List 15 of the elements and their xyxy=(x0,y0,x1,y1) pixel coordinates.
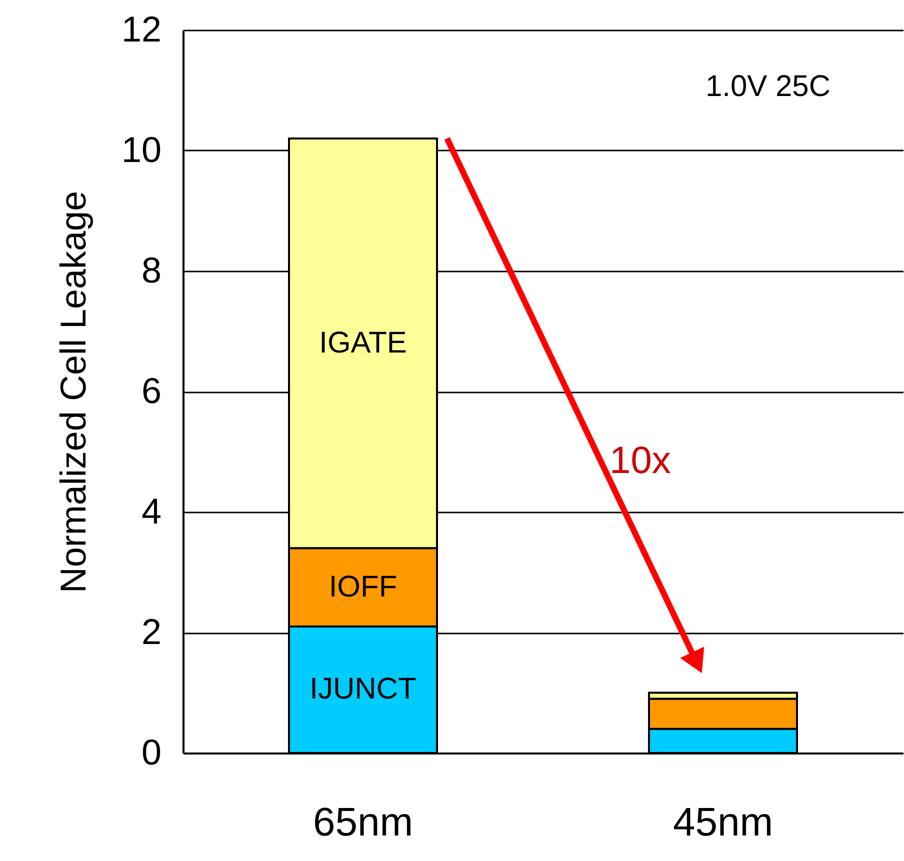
series-label: IOFF xyxy=(328,570,398,604)
x-tick-label: 45nm xyxy=(672,800,774,844)
y-tick-label: 2 xyxy=(141,611,162,652)
y-axis-title: Normalized Cell Leakage xyxy=(52,190,94,594)
series-label: IJUNCT xyxy=(310,672,416,706)
series-label: IGATE xyxy=(319,326,407,360)
y-tick-label: 6 xyxy=(141,370,162,411)
y-tick-label: 12 xyxy=(121,8,162,50)
annotation: 1.0V 25C xyxy=(705,70,831,103)
y-tick-label: 10 xyxy=(121,129,162,170)
y-tick-label: 0 xyxy=(141,732,162,772)
x-tick-label: 65nm xyxy=(312,800,414,844)
y-tick-label: 8 xyxy=(141,250,162,290)
annotation: 10x xyxy=(610,440,671,482)
y-tick-label: 4 xyxy=(141,490,162,532)
